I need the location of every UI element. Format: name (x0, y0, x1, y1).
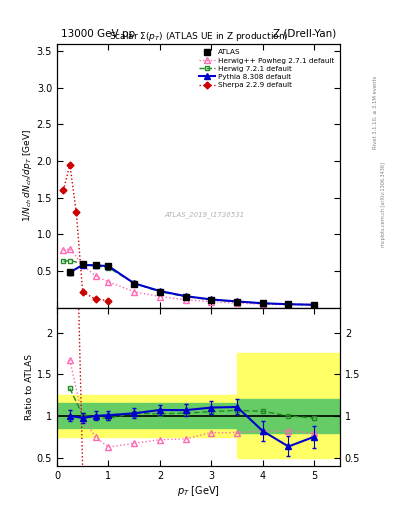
Herwig 7.2.1 default (132, 280, 136, 286)
Herwig++ Powheg 2.7.1 default (209, 298, 214, 305)
Herwig 7.2.1 default (93, 263, 98, 269)
Herwig 7.2.1 default (286, 301, 291, 307)
Line: Herwig 7.2.1 default: Herwig 7.2.1 default (61, 258, 317, 307)
Legend: ATLAS, Herwig++ Powheg 2.7.1 default, Herwig 7.2.1 default, Pythia 8.308 default: ATLAS, Herwig++ Powheg 2.7.1 default, He… (197, 47, 336, 91)
Text: 13000 GeV pp: 13000 GeV pp (61, 29, 135, 39)
Herwig 7.2.1 default (312, 302, 317, 308)
Y-axis label: Ratio to ATLAS: Ratio to ATLAS (25, 354, 34, 420)
Herwig++ Powheg 2.7.1 default (158, 293, 162, 300)
Text: Rivet 3.1.10, ≥ 3.1M events: Rivet 3.1.10, ≥ 3.1M events (373, 76, 378, 150)
Herwig++ Powheg 2.7.1 default (68, 246, 72, 252)
Sherpa 2.2.9 default (106, 297, 111, 304)
Sherpa 2.2.9 default (61, 187, 66, 193)
Herwig++ Powheg 2.7.1 default (93, 273, 98, 279)
X-axis label: $p_T$ [GeV]: $p_T$ [GeV] (177, 483, 220, 498)
Herwig++ Powheg 2.7.1 default (61, 247, 66, 253)
Herwig++ Powheg 2.7.1 default (312, 302, 317, 308)
Title: Scalar $\Sigma(p_T)$ (ATLAS UE in Z production): Scalar $\Sigma(p_T)$ (ATLAS UE in Z prod… (109, 30, 288, 44)
Herwig 7.2.1 default (68, 258, 72, 264)
Sherpa 2.2.9 default (68, 161, 72, 167)
Herwig 7.2.1 default (183, 293, 188, 300)
Herwig++ Powheg 2.7.1 default (261, 301, 265, 307)
Herwig++ Powheg 2.7.1 default (80, 262, 85, 268)
Y-axis label: $1/N_{ch}\,dN_{ch}/dp_T$ [GeV]: $1/N_{ch}\,dN_{ch}/dp_T$ [GeV] (21, 129, 34, 222)
Text: Z (Drell-Yan): Z (Drell-Yan) (273, 29, 336, 39)
Sherpa 2.2.9 default (74, 209, 79, 215)
Sherpa 2.2.9 default (93, 296, 98, 302)
Herwig 7.2.1 default (61, 258, 66, 264)
Herwig++ Powheg 2.7.1 default (235, 300, 239, 306)
Herwig 7.2.1 default (261, 300, 265, 306)
Herwig 7.2.1 default (235, 298, 239, 305)
Herwig++ Powheg 2.7.1 default (106, 279, 111, 285)
Herwig 7.2.1 default (106, 265, 111, 271)
Herwig 7.2.1 default (209, 297, 214, 303)
Line: Sherpa 2.2.9 default: Sherpa 2.2.9 default (61, 162, 111, 303)
Herwig 7.2.1 default (80, 261, 85, 267)
Herwig++ Powheg 2.7.1 default (132, 289, 136, 295)
Line: Herwig++ Powheg 2.7.1 default: Herwig++ Powheg 2.7.1 default (61, 246, 317, 308)
Herwig++ Powheg 2.7.1 default (183, 297, 188, 303)
Text: ATLAS_2019_I1736531: ATLAS_2019_I1736531 (164, 212, 244, 219)
Herwig++ Powheg 2.7.1 default (286, 302, 291, 308)
Sherpa 2.2.9 default (80, 289, 85, 295)
Text: mcplots.cern.ch [arXiv:1306.3436]: mcplots.cern.ch [arXiv:1306.3436] (381, 162, 386, 247)
Herwig 7.2.1 default (158, 289, 162, 295)
